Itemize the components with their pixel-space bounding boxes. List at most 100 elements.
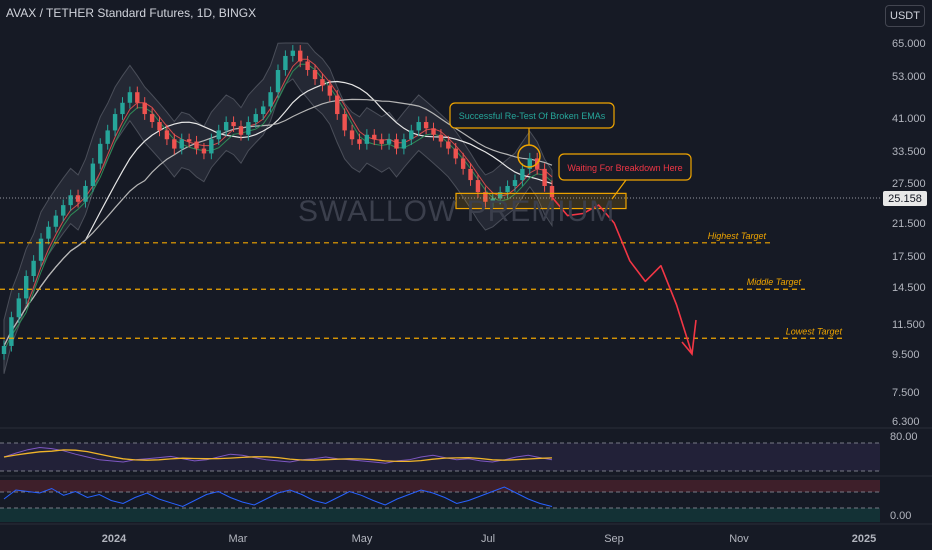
- candle: [372, 134, 377, 140]
- bollinger-band: [3, 42, 553, 374]
- candle: [201, 148, 207, 154]
- candle: [61, 205, 66, 216]
- breakdown-label: Waiting For Breakdown Here: [567, 163, 682, 173]
- candle: [446, 141, 451, 149]
- candle: [527, 158, 532, 169]
- candle: [364, 134, 370, 144]
- candle: [253, 114, 258, 123]
- candle: [246, 122, 251, 135]
- y-tick-label: 9.500: [892, 349, 920, 361]
- watermark: SWALLOW PREMIUM: [298, 195, 616, 228]
- candle: [475, 180, 481, 193]
- highest-target-label: Highest Target: [708, 231, 767, 241]
- candle: [127, 92, 133, 103]
- last-price-tag: 25.158: [883, 191, 927, 206]
- oscillator-tick-label: 0.00: [890, 510, 911, 522]
- candle: [83, 185, 88, 202]
- rsi-line: [3, 446, 553, 464]
- candle: [335, 95, 340, 115]
- candle: [468, 168, 473, 181]
- retest-callout-box: [449, 102, 615, 129]
- candle: [53, 215, 59, 227]
- candle: [209, 139, 214, 154]
- candle: [31, 260, 36, 277]
- candle: [142, 102, 147, 115]
- candle: [275, 70, 281, 93]
- rsi-ma-line: [3, 449, 553, 463]
- candle: [357, 139, 362, 144]
- currency-button[interactable]: USDT: [885, 5, 925, 27]
- x-tick-label: Jul: [481, 533, 495, 545]
- oscillator-line: [3, 486, 553, 508]
- candle: [179, 139, 184, 149]
- candle: [46, 226, 51, 239]
- candle: [416, 122, 421, 131]
- y-tick-label: 17.500: [892, 251, 926, 263]
- candle: [386, 139, 392, 144]
- candle: [172, 139, 177, 149]
- osc-lower-zone: [0, 508, 880, 522]
- x-tick-label: Nov: [729, 533, 749, 545]
- candle: [24, 276, 29, 299]
- candle: [223, 122, 229, 131]
- candle: [9, 317, 14, 346]
- x-tick-label: Sep: [604, 533, 624, 545]
- candle: [512, 180, 518, 186]
- candle: [38, 238, 44, 261]
- candle: [438, 134, 444, 142]
- candle: [290, 50, 296, 56]
- y-tick-label: 33.500: [892, 146, 926, 158]
- candle: [135, 92, 140, 103]
- candle: [431, 128, 436, 135]
- candle: [260, 106, 266, 115]
- y-tick-label: 65.000: [892, 38, 926, 50]
- candle: [312, 70, 318, 80]
- candle: [520, 168, 525, 181]
- candle: [490, 198, 495, 202]
- candle: [342, 114, 347, 131]
- candle: [409, 130, 414, 140]
- candle: [305, 61, 310, 71]
- candle: [401, 139, 407, 149]
- breakdown-callout-box: [558, 153, 692, 181]
- candle: [157, 122, 162, 131]
- rsi-tick-label: 80.00: [890, 431, 918, 443]
- retest-label: Successful Re-Test Of Broken EMAs: [459, 111, 606, 121]
- y-tick-label: 53.000: [892, 71, 926, 83]
- candle: [497, 192, 503, 199]
- candle: [105, 130, 110, 144]
- candle: [283, 55, 288, 71]
- breakdown-connector: [611, 179, 627, 200]
- ema-green-line: [3, 63, 553, 351]
- candle: [216, 130, 221, 140]
- candle: [238, 126, 244, 135]
- x-tick-label: 2025: [852, 533, 876, 545]
- y-tick-label: 41.000: [892, 113, 926, 125]
- x-tick-label: May: [352, 533, 373, 545]
- candle: [186, 139, 192, 142]
- candle: [149, 114, 155, 123]
- candle: [349, 130, 355, 140]
- candle: [394, 139, 399, 149]
- candle: [327, 85, 333, 96]
- candle: [505, 185, 510, 193]
- candle: [453, 148, 458, 159]
- chart-title: AVAX / TETHER Standard Futures, 1D, BING…: [6, 6, 257, 20]
- y-tick-label: 27.500: [892, 178, 926, 190]
- candle: [164, 130, 170, 140]
- candle: [423, 122, 429, 129]
- lowest-target-label: Lowest Target: [786, 326, 843, 336]
- candle: [75, 195, 81, 202]
- candle: [16, 298, 22, 318]
- candle: [68, 195, 73, 206]
- y-tick-label: 7.500: [892, 387, 920, 399]
- projection-path: [551, 196, 693, 355]
- ema-long-line: [3, 98, 553, 347]
- y-tick-label: 11.500: [892, 319, 925, 331]
- y-tick-label: 6.300: [892, 416, 920, 428]
- candle: [298, 50, 303, 62]
- candle: [379, 139, 384, 144]
- y-tick-label: 21.500: [892, 218, 926, 230]
- candle: [483, 192, 488, 202]
